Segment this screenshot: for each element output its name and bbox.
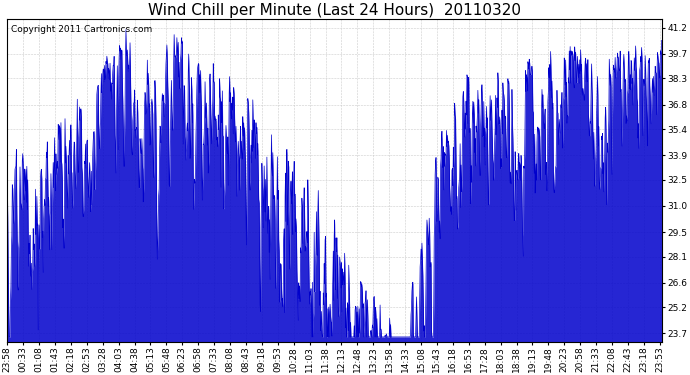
Title: Wind Chill per Minute (Last 24 Hours)  20110320: Wind Chill per Minute (Last 24 Hours) 20… — [148, 3, 521, 18]
Text: Copyright 2011 Cartronics.com: Copyright 2011 Cartronics.com — [10, 26, 152, 34]
